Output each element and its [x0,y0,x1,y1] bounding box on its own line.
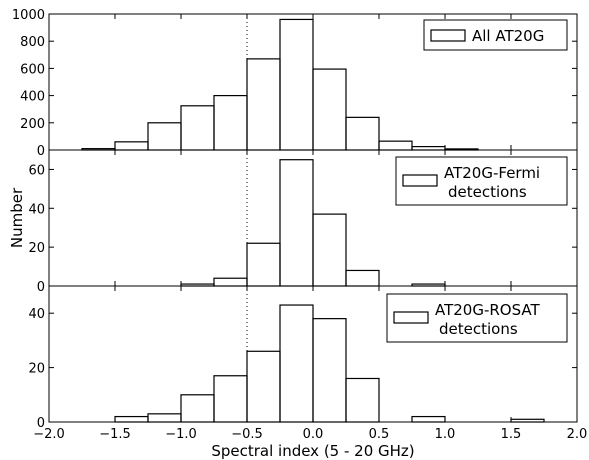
histogram-bar [280,305,313,422]
y-axis-title: Number [8,187,26,248]
x-tick-label: −2.0 [33,427,65,442]
y-tick-label: 0 [37,280,45,295]
legend-label: detections [448,183,527,201]
histogram-bar [346,117,379,150]
y-tick-label: 600 [20,62,45,77]
histogram-bar [313,214,346,286]
y-tick-label: 800 [20,35,45,50]
y-tick-label: 20 [28,362,45,377]
histogram-bar [181,106,214,150]
histogram-bar [214,376,247,422]
histogram-bar [379,141,412,150]
y-tick-label: 0 [37,144,45,159]
y-tick-label: 200 [20,117,45,132]
histogram-bar [346,378,379,422]
histogram-bar [247,59,280,150]
y-tick-label: 1000 [12,8,45,23]
x-tick-label: 0.5 [369,427,390,442]
x-tick-label: −0.5 [231,427,263,442]
histogram-bar [412,417,445,422]
x-tick-label: −1.0 [165,427,197,442]
histogram-bar [148,414,181,422]
histogram-bar [181,395,214,422]
histogram-bar [346,270,379,286]
y-tick-label: 40 [28,307,45,322]
histogram-bar [313,69,346,150]
x-tick-label: 0.0 [303,427,324,442]
histogram-bar [214,96,247,150]
x-axis-title: Spectral index (5 - 20 GHz) [211,442,414,460]
legend-label: AT20G-Fermi [444,164,540,182]
histogram-bar [412,147,445,150]
legend-label: AT20G-ROSAT [435,301,541,319]
legend-label: All AT20G [472,27,544,45]
x-tick-label: −1.5 [99,427,131,442]
y-tick-label: 400 [20,90,45,105]
histogram-bar [280,19,313,150]
histogram-bar [247,243,280,286]
x-tick-label: 1.5 [501,427,522,442]
histogram-bar [115,417,148,422]
y-tick-label: 40 [28,202,45,217]
panel-1: 0 200 400 600 800 1000 All AT20G [12,8,577,159]
histogram-bar [214,278,247,286]
histogram-bar [247,351,280,422]
legend: All AT20G [424,20,567,50]
y-tick-label: 20 [28,241,45,256]
histogram-bar [115,142,148,150]
histogram-bar [280,160,313,286]
legend-label: detections [439,320,518,338]
histogram-bar [313,319,346,422]
panels: 0 200 400 600 800 1000 All AT20G 0 20 40 60 AT20G-F… [12,8,587,442]
histogram-bar [148,123,181,150]
y-tick-label: 60 [28,163,45,178]
x-tick-label: 2.0 [567,427,588,442]
x-tick-label: 1.0 [435,427,456,442]
